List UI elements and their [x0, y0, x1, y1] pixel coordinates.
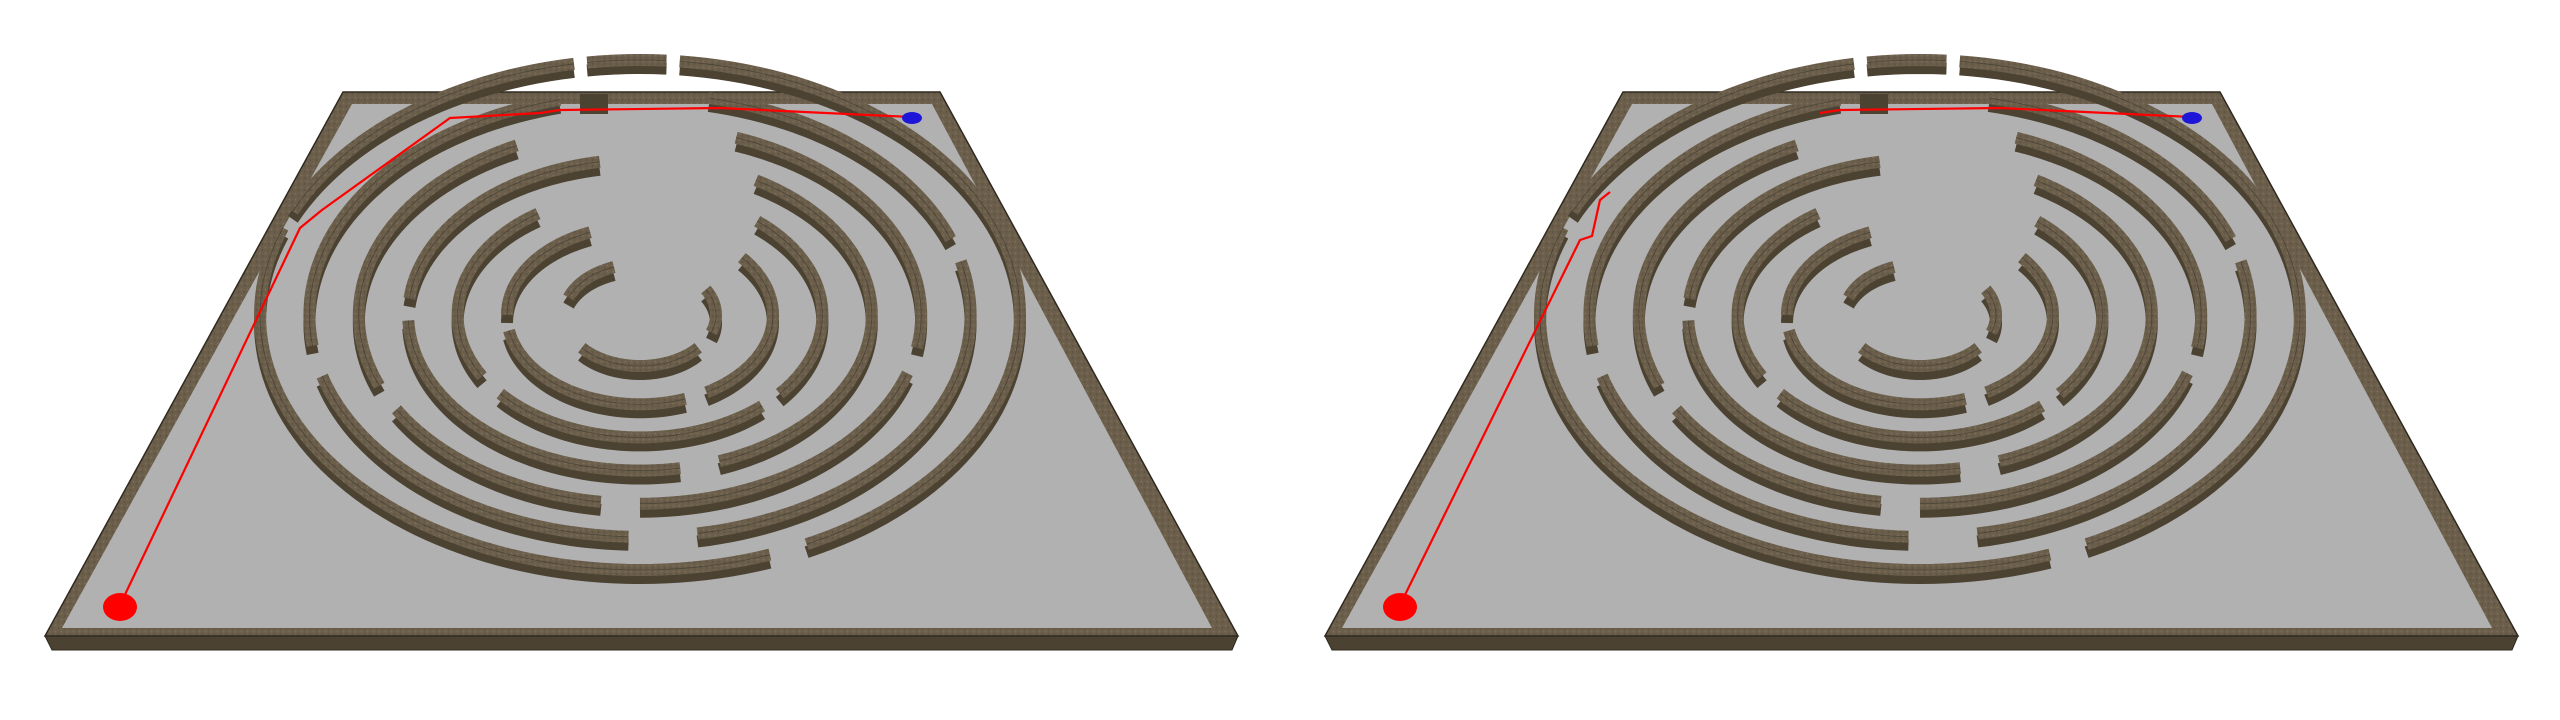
ring-wall-edge [1977, 261, 2252, 534]
entrance-wall [1860, 94, 1888, 114]
left-view [43, 53, 1240, 651]
blue-goal-marker [902, 112, 922, 124]
ring-wall-edge [457, 213, 539, 377]
entrance-wall [580, 94, 608, 114]
ring-wall-edge [1572, 63, 1855, 212]
ring-wall-edge [1588, 99, 1841, 346]
ring-wall-edge [1867, 59, 1947, 63]
ring-wall-edge [407, 320, 681, 471]
solution-path [119, 106, 913, 606]
ring-wall-edge [1737, 213, 1819, 377]
ring-wall-side [586, 61, 667, 77]
ring-wall-edge [697, 261, 972, 534]
floor-base-edge [1324, 635, 2519, 651]
ring-wall-edge [1780, 393, 2043, 438]
ring-wall-side [1866, 61, 1947, 77]
ring-wall-side [496, 396, 766, 452]
ring-wall-edge [581, 347, 699, 367]
ring-wall-edge [757, 220, 823, 394]
ring-wall-edge [500, 393, 763, 438]
solution-path-segment [1819, 106, 2193, 119]
ring-wall-edge [292, 63, 575, 212]
ring-wall-edge [705, 289, 717, 333]
floor-base-edge [44, 635, 1239, 651]
ring-wall-edge [308, 99, 561, 346]
ring-wall-edge [679, 60, 1021, 545]
ring-wall-edge [2037, 220, 2103, 394]
ring-wall-side [392, 413, 602, 516]
ring-wall-edge [706, 257, 774, 393]
ring-wall-edge [1689, 161, 1880, 299]
red-start-marker [103, 593, 137, 621]
ring-wall-edge [508, 330, 686, 405]
ring-wall-side [578, 351, 702, 381]
ring-wall-edge [736, 137, 922, 348]
ring-wall-edge [1959, 60, 2301, 545]
ring-wall-edge [1786, 231, 1871, 316]
ring-wall-edge [708, 97, 952, 240]
ring-wall-edge [587, 59, 667, 63]
ring-wall-edge [1601, 375, 1909, 538]
maze-rings [1533, 53, 2307, 585]
ring-wall-side [1776, 396, 2046, 452]
ring-wall-edge [719, 179, 873, 462]
blue-goal-marker [2182, 112, 2202, 124]
ring-wall-side [1672, 413, 1882, 516]
ring-wall-edge [2016, 137, 2202, 348]
ring-wall-edge [1986, 257, 2054, 393]
ring-wall-edge [1988, 97, 2232, 240]
ring-wall-edge [1861, 347, 1979, 367]
ring-wall-edge [568, 266, 615, 298]
ring-wall-edge [1919, 373, 2188, 505]
maze-rings [253, 53, 1027, 585]
ring-wall-edge [321, 375, 629, 538]
ring-wall-edge [1848, 266, 1895, 298]
ring-wall-edge [396, 409, 601, 503]
ring-wall-edge [409, 161, 600, 299]
ring-wall-edge [358, 145, 517, 386]
ring-wall-edge [259, 227, 771, 571]
ring-wall-edge [639, 373, 908, 505]
ring-wall-edge [1638, 145, 1797, 386]
right-view [1323, 53, 2520, 651]
ring-wall-edge [506, 231, 591, 316]
ring-wall-edge [1985, 289, 1997, 333]
ring-wall-edge [1687, 320, 1961, 471]
ring-wall-edge [1788, 330, 1966, 405]
red-start-marker [1383, 593, 1417, 621]
ring-wall-side [1858, 351, 1982, 381]
ring-wall-edge [1676, 409, 1881, 503]
solution-path [1399, 191, 1611, 606]
ring-wall-edge [1999, 179, 2153, 462]
